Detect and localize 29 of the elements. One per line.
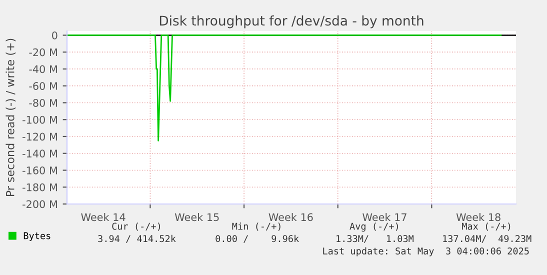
x-tick-label: Week 14 <box>81 213 126 222</box>
y-tick-label: -180 M <box>22 183 57 192</box>
text: 0.00 / 9.96k <box>216 234 299 243</box>
x-tick-label: Week 17 <box>362 213 406 222</box>
y-tick-label: -160 M <box>22 166 57 174</box>
chart-title: Disk throughput for /dev/sda - by month <box>160 15 424 28</box>
text: Min (-/+) <box>232 222 280 231</box>
x-tick-label: Week 16 <box>268 213 313 222</box>
text: Cur (-/+) <box>112 222 160 231</box>
y-tick-label: -100 M <box>22 116 57 124</box>
text: 137.04M/ 49.23M <box>443 235 532 243</box>
x-tick-label: Week 15 <box>174 213 219 222</box>
y-tick-label: 0 <box>52 31 58 40</box>
y-tick-label: -200 M <box>22 200 57 208</box>
y-tick-label: -40 M <box>29 65 57 74</box>
legend-label: Bytes <box>24 232 50 242</box>
text: Max (-/+) <box>462 222 510 231</box>
y-tick-label: -120 M <box>22 132 57 141</box>
text: Avg (-/+) <box>350 222 398 232</box>
y-tick-label: -80 M <box>29 98 57 107</box>
y-tick-label: -60 M <box>29 82 57 90</box>
text: 1.33M/ 1.03M <box>336 235 414 243</box>
line-series <box>67 34 502 142</box>
text: 3.94 / 414.52k <box>98 234 176 243</box>
y-tick-label: -140 M <box>22 150 57 158</box>
y-tick-label: -20 M <box>29 48 57 56</box>
y-axis-title: Pr second read (-) / write (+) <box>6 38 16 196</box>
x-tick-label: Week 18 <box>456 213 500 222</box>
text: Last update: Sat May 3 04:00:06 2025 <box>323 247 529 256</box>
